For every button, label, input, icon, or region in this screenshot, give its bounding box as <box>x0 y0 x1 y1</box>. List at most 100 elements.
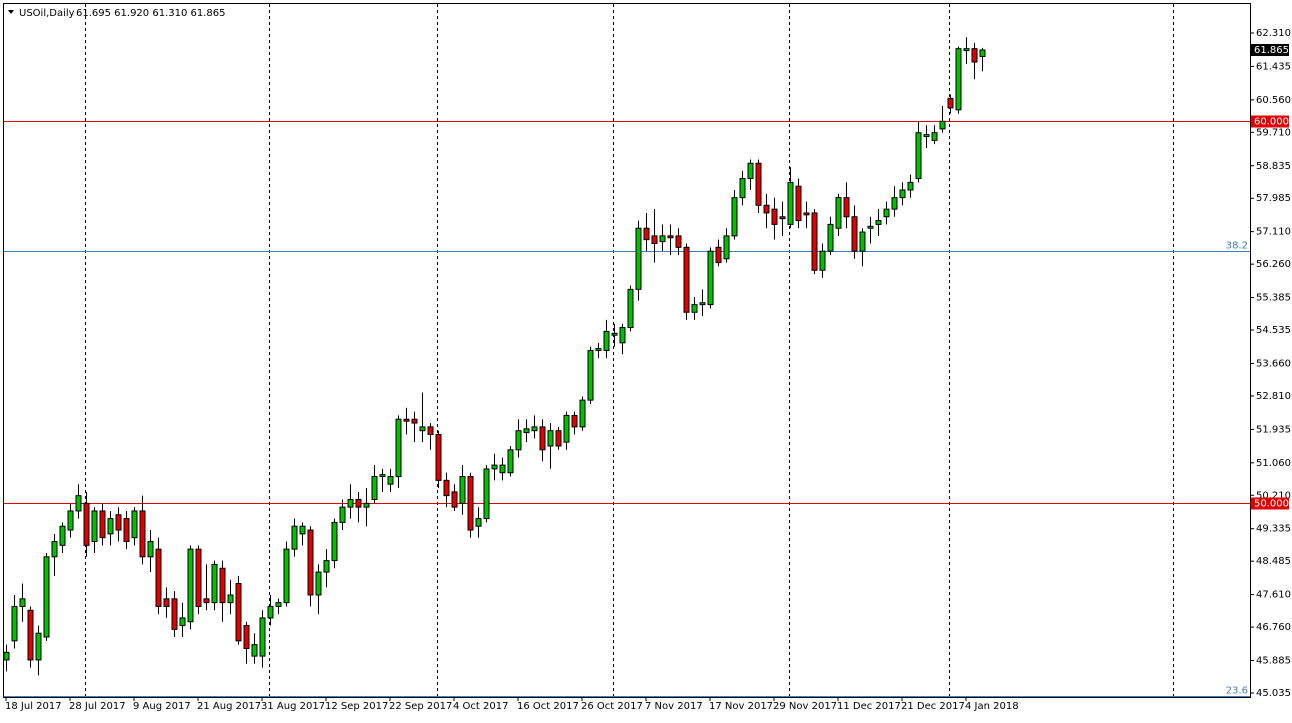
candle-body <box>59 525 66 546</box>
candle-body <box>299 525 306 535</box>
candle-body <box>563 414 570 443</box>
candle-body <box>907 181 914 191</box>
y-tick-label: 47.610 <box>1256 590 1291 601</box>
candle-body <box>803 212 810 216</box>
candle-body <box>251 644 258 657</box>
candle-body <box>131 510 138 539</box>
candle-body <box>363 502 370 508</box>
x-tick-label: 4 Oct 2017 <box>453 701 508 712</box>
candle-body <box>11 605 18 642</box>
candle-body <box>579 399 586 428</box>
candle-body <box>147 541 154 558</box>
y-tick-label: 52.810 <box>1256 391 1291 402</box>
plot-frame <box>3 3 1251 698</box>
x-tick-label: 18 Jul 2017 <box>5 701 62 712</box>
candle-body <box>107 518 114 535</box>
candle-body <box>963 48 970 52</box>
candle-body <box>547 430 554 447</box>
menu-arrow[interactable] <box>8 10 14 14</box>
candle-body <box>435 434 442 481</box>
candle-body <box>611 332 618 336</box>
candle-body <box>683 246 690 313</box>
candle-body <box>715 246 722 264</box>
y-tick-label: 57.110 <box>1256 227 1291 238</box>
candle-body <box>811 212 818 271</box>
candle-body <box>51 541 58 558</box>
fib-level-label: 23.6 <box>1226 686 1248 697</box>
candle-body <box>507 449 514 474</box>
candle-body <box>819 250 826 271</box>
x-tick-label: 4 Jan 2018 <box>965 701 1019 712</box>
y-tick-label: 50.210 <box>1256 490 1291 501</box>
y-tick-label: 51.935 <box>1256 424 1291 435</box>
candle-body <box>923 134 930 138</box>
candle-body <box>211 563 218 604</box>
candle-body <box>355 498 362 508</box>
candle-body <box>491 464 498 470</box>
candle-body <box>459 476 466 504</box>
candle-body <box>515 430 522 451</box>
candle-body <box>483 468 490 520</box>
candle-body <box>859 231 866 252</box>
y-tick-label: 49.335 <box>1256 524 1291 535</box>
candle-body <box>795 185 802 222</box>
candle-body <box>227 594 234 604</box>
candle-body <box>779 216 786 220</box>
candle-body <box>379 474 386 478</box>
candle-body <box>331 521 338 562</box>
candle-body <box>915 132 922 180</box>
candle-body <box>971 48 978 63</box>
x-tick-label: 29 Nov 2017 <box>773 701 837 712</box>
candle-body <box>787 181 794 225</box>
x-tick-label: 16 Oct 2017 <box>517 701 579 712</box>
candle-body <box>451 491 458 508</box>
candle-body <box>371 476 378 500</box>
level-label: 60.000 <box>1254 117 1289 128</box>
candle-body <box>643 227 650 241</box>
y-tick-label: 54.535 <box>1256 325 1291 336</box>
x-tick-label: 26 Oct 2017 <box>581 701 643 712</box>
price-label: 61.865 <box>1254 45 1289 56</box>
candle-body <box>219 567 226 604</box>
candle-body <box>139 510 146 558</box>
candle-body <box>891 197 898 210</box>
candle-body <box>291 525 298 550</box>
candle-body <box>315 571 322 596</box>
candle-body <box>659 235 666 243</box>
candle-body <box>619 327 626 344</box>
candle-body <box>411 418 418 424</box>
candle-body <box>187 548 194 623</box>
y-tick-label: 45.035 <box>1256 688 1291 699</box>
candle-body <box>635 227 642 290</box>
candle-body <box>771 208 778 225</box>
candle-body <box>43 556 50 638</box>
candle-body <box>395 418 402 478</box>
candle-body <box>627 288 634 329</box>
candle-body <box>403 418 410 422</box>
candle-body <box>603 330 610 351</box>
level-label: 50.000 <box>1254 499 1289 510</box>
y-tick-label: 57.985 <box>1256 193 1291 204</box>
candle-body <box>955 48 962 111</box>
candle-body <box>419 426 426 432</box>
candle-body <box>3 651 10 661</box>
x-tick-label: 21 Dec 2017 <box>901 701 965 712</box>
y-tick-label: 46.760 <box>1256 622 1291 633</box>
y-tick-label: 45.885 <box>1256 656 1291 667</box>
candle-body <box>707 250 714 306</box>
candle-body <box>443 479 450 497</box>
candle-body <box>19 598 26 607</box>
candle-body <box>555 430 562 447</box>
candle-body <box>899 189 906 199</box>
level-label-box <box>1251 115 1289 128</box>
y-tick-label: 58.835 <box>1256 161 1291 172</box>
candle-body <box>691 304 698 313</box>
candle-body <box>163 598 170 607</box>
candle-body <box>339 506 346 523</box>
candle-body <box>195 548 202 607</box>
y-tick-label: 61.435 <box>1256 61 1291 72</box>
candle-body <box>723 235 730 260</box>
